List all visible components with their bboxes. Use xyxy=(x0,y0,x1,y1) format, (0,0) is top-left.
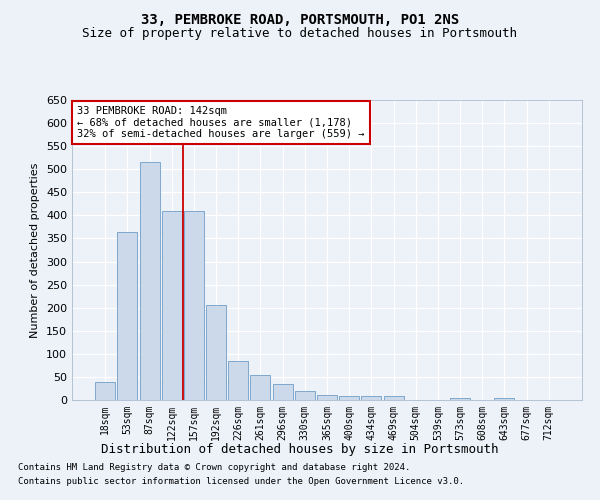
Text: 33 PEMBROKE ROAD: 142sqm
← 68% of detached houses are smaller (1,178)
32% of sem: 33 PEMBROKE ROAD: 142sqm ← 68% of detach… xyxy=(77,106,365,139)
Bar xyxy=(450,398,470,400)
Bar xyxy=(95,382,115,400)
Bar xyxy=(162,211,182,400)
Bar xyxy=(206,306,226,400)
Bar xyxy=(339,396,359,400)
Bar xyxy=(317,396,337,400)
Bar xyxy=(272,384,293,400)
Bar xyxy=(140,162,160,400)
Text: 33, PEMBROKE ROAD, PORTSMOUTH, PO1 2NS: 33, PEMBROKE ROAD, PORTSMOUTH, PO1 2NS xyxy=(141,12,459,26)
Bar xyxy=(383,396,404,400)
Bar xyxy=(118,232,137,400)
Bar xyxy=(494,398,514,400)
Bar xyxy=(228,361,248,400)
Bar xyxy=(250,374,271,400)
Text: Size of property relative to detached houses in Portsmouth: Size of property relative to detached ho… xyxy=(83,28,517,40)
Bar xyxy=(184,211,204,400)
Bar xyxy=(361,396,382,400)
Text: Contains public sector information licensed under the Open Government Licence v3: Contains public sector information licen… xyxy=(18,477,464,486)
Text: Distribution of detached houses by size in Portsmouth: Distribution of detached houses by size … xyxy=(101,442,499,456)
Bar xyxy=(295,391,315,400)
Text: Contains HM Land Registry data © Crown copyright and database right 2024.: Contains HM Land Registry data © Crown c… xyxy=(18,464,410,472)
Y-axis label: Number of detached properties: Number of detached properties xyxy=(31,162,40,338)
